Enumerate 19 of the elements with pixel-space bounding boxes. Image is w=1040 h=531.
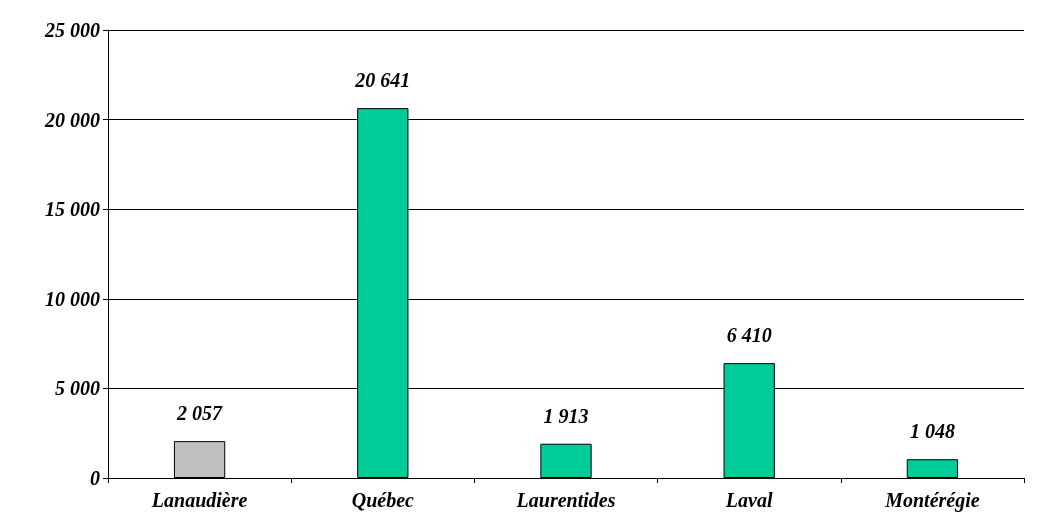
data-label: 1 913	[543, 404, 589, 427]
data-label: 6 410	[726, 324, 772, 347]
data-label: 20 641	[354, 69, 411, 92]
y-tick-label: 20 000	[44, 108, 100, 131]
bar	[173, 441, 226, 478]
x-tick-label: Laurentides	[515, 489, 616, 511]
bar	[540, 443, 592, 478]
x-tick-label: Laval	[724, 489, 773, 511]
y-tick-label: 15 000	[45, 198, 100, 221]
y-tick-label: 25 000	[44, 19, 100, 41]
y-tick-label: 5 000	[55, 377, 100, 400]
bar	[906, 459, 959, 478]
data-label: 1 048	[909, 420, 955, 443]
y-tick-label: 0	[90, 467, 100, 489]
y-tick-label: 10 000	[45, 287, 100, 310]
x-tick-label: Québec	[351, 489, 415, 511]
data-label: 2 057	[176, 402, 224, 425]
x-tick-label: Lanaudière	[150, 489, 248, 511]
x-tick-label: Montérégie	[884, 489, 980, 512]
